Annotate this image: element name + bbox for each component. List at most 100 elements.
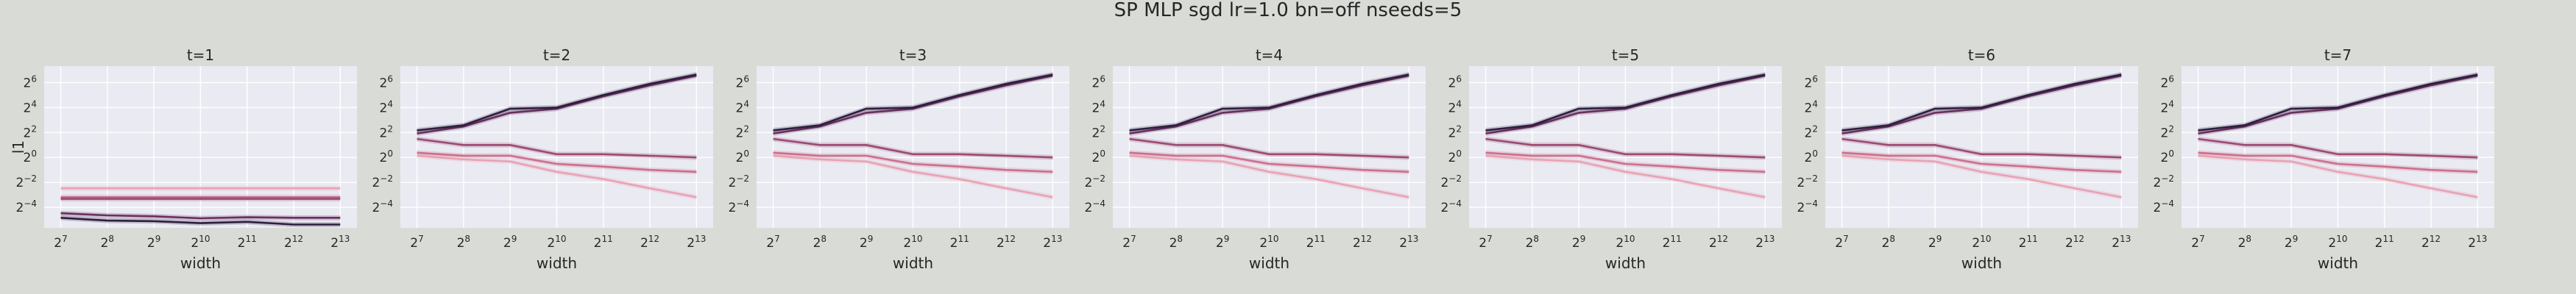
series-group xyxy=(60,185,341,227)
series-line xyxy=(1129,74,1409,135)
x-tick-label: 29 xyxy=(1216,234,1229,251)
y-tick-label: 2−2 xyxy=(1797,173,1818,190)
series-group xyxy=(773,72,1053,200)
x-tick-label: 212 xyxy=(284,234,303,251)
series-line xyxy=(1841,137,2122,159)
panel-title: t=6 xyxy=(1968,46,1995,64)
series-line xyxy=(1485,137,1766,159)
x-tick-label: 28 xyxy=(101,234,114,251)
x-tick-label: 213 xyxy=(687,234,706,251)
series-line xyxy=(417,151,697,173)
panel-title: t=1 xyxy=(187,46,214,64)
x-axis-label: width xyxy=(1961,254,2002,272)
x-tick-label: 212 xyxy=(640,234,659,251)
series-group xyxy=(1841,72,2122,200)
x-tick-label: 213 xyxy=(2468,234,2487,251)
y-tick-label: 2−2 xyxy=(2153,173,2174,190)
series-line xyxy=(2198,74,2478,135)
series-line xyxy=(1129,74,1409,132)
x-tick-label: 210 xyxy=(1972,234,1991,251)
x-tick-label: 29 xyxy=(1572,234,1585,251)
series-line xyxy=(1841,74,2122,135)
y-tick-label: 2−2 xyxy=(728,173,749,190)
x-axis-label: width xyxy=(1605,254,1646,272)
y-tick-label: 2−2 xyxy=(1440,173,1462,190)
series-line xyxy=(60,217,341,226)
y-tick-label: 26 xyxy=(24,74,37,90)
y-tick-label: 2−4 xyxy=(1440,198,1462,215)
series-line xyxy=(1485,74,1766,135)
y-tick-label: 20 xyxy=(736,148,749,165)
y-tick-label: 22 xyxy=(1805,123,1818,140)
panel-3: 27 28 29 210 211 212 213 2−4 2−2 20 22 24 26 t=3 width xyxy=(728,46,1069,272)
x-tick-label: 211 xyxy=(238,234,257,251)
x-tick-label: 213 xyxy=(2112,234,2131,251)
y-tick-label: 2−2 xyxy=(1084,173,1105,190)
x-axis-label: width xyxy=(537,254,577,272)
x-tick-label: 28 xyxy=(1170,234,1183,251)
y-tick-label: 24 xyxy=(1448,98,1462,115)
x-tick-label: 210 xyxy=(1259,234,1278,251)
x-tick-label: 210 xyxy=(1616,234,1635,251)
x-tick-label: 27 xyxy=(410,234,423,251)
series-line xyxy=(1841,154,2122,198)
series-line xyxy=(417,74,697,135)
x-tick-label: 28 xyxy=(457,234,470,251)
x-tick-label: 210 xyxy=(191,234,210,251)
x-tick-label: 211 xyxy=(594,234,613,251)
series-line xyxy=(2198,137,2478,159)
y-tick-label: 2−4 xyxy=(372,198,393,215)
y-tick-label: 22 xyxy=(736,123,749,140)
y-tick-label: 26 xyxy=(1092,74,1105,90)
x-tick-label: 27 xyxy=(1479,234,1492,251)
x-tick-label: 211 xyxy=(1306,234,1326,251)
y-tick-label: 26 xyxy=(380,74,393,90)
y-tick-label: 22 xyxy=(1448,123,1462,140)
y-tick-label: 26 xyxy=(736,74,749,90)
x-tick-label: 210 xyxy=(547,234,566,251)
series-line xyxy=(1129,151,1409,173)
series-line xyxy=(773,74,1053,135)
panel-title: t=4 xyxy=(1256,46,1283,64)
x-tick-label: 29 xyxy=(860,234,873,251)
y-tick-label: 20 xyxy=(1092,148,1105,165)
panel-2: 27 28 29 210 211 212 213 2−4 2−2 20 22 24 26 t=2 width xyxy=(372,46,713,272)
y-tick-label: 22 xyxy=(2161,123,2174,140)
y-tick-label: 24 xyxy=(1092,98,1105,115)
x-tick-label: 213 xyxy=(330,234,350,251)
series-line xyxy=(773,137,1053,159)
y-tick-label: 22 xyxy=(1092,123,1105,140)
series-group xyxy=(417,72,697,200)
panels: 27 28 29 210 211 212 213 2−4 2−2 20 22 24 26 t=1 width… xyxy=(10,46,2494,272)
y-tick-label: 22 xyxy=(24,123,37,140)
y-tick-label: 20 xyxy=(1805,148,1818,165)
series-line xyxy=(2198,154,2478,198)
x-tick-label: 211 xyxy=(950,234,969,251)
x-tick-label: 27 xyxy=(766,234,779,251)
x-axis-label: width xyxy=(180,254,221,272)
series-group xyxy=(1129,72,1409,200)
x-tick-label: 28 xyxy=(2238,234,2251,251)
y-tick-label: 24 xyxy=(24,98,37,115)
x-tick-label: 212 xyxy=(1353,234,1372,251)
series-line xyxy=(417,137,697,159)
panel-title: t=3 xyxy=(899,46,927,64)
series-group xyxy=(1485,72,1766,200)
x-axis-label: width xyxy=(1249,254,1289,272)
x-tick-label: 212 xyxy=(997,234,1016,251)
x-tick-label: 29 xyxy=(1928,234,1942,251)
series-line xyxy=(1841,74,2122,132)
series-line xyxy=(1841,151,2122,173)
x-tick-label: 213 xyxy=(1043,234,1062,251)
y-tick-label: 26 xyxy=(2161,74,2174,90)
x-tick-label: 29 xyxy=(503,234,517,251)
x-tick-label: 211 xyxy=(1663,234,1682,251)
y-tick-label: 2−4 xyxy=(1084,198,1105,215)
panel-7: 27 28 29 210 211 212 213 2−4 2−2 20 22 24 26 t=7 width xyxy=(2153,46,2494,272)
x-tick-label: 27 xyxy=(54,234,67,251)
y-tick-label: 22 xyxy=(380,123,393,140)
series-line xyxy=(773,74,1053,132)
x-tick-label: 211 xyxy=(2375,234,2394,251)
panel-1: 27 28 29 210 211 212 2132−42−220222426t=1width… xyxy=(10,46,357,272)
